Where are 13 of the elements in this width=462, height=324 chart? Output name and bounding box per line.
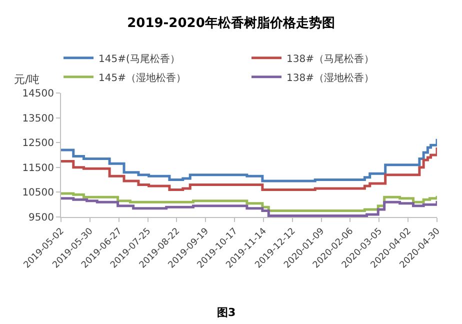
caption: 图3 xyxy=(217,306,236,319)
y-tick-label: 14500 xyxy=(22,88,54,100)
legend-label: 145#(马尾松香） xyxy=(98,52,180,65)
y-tick-label: 13500 xyxy=(22,113,54,124)
legend-label: 138#（湿地松香） xyxy=(286,72,374,84)
y-tick-label: 12500 xyxy=(22,138,54,150)
y-tick-label: 11500 xyxy=(22,162,54,174)
y-tick-label: 10500 xyxy=(22,188,54,199)
y-tick-label: 9500 xyxy=(28,212,54,224)
y-axis-title: 元/吨 xyxy=(14,73,40,86)
chart-title: 2019-2020年松香树脂价格走势图 xyxy=(127,15,335,32)
legend-label: 138#（马尾松香） xyxy=(286,52,374,65)
legend-label: 145#（湿地松香） xyxy=(98,72,186,84)
